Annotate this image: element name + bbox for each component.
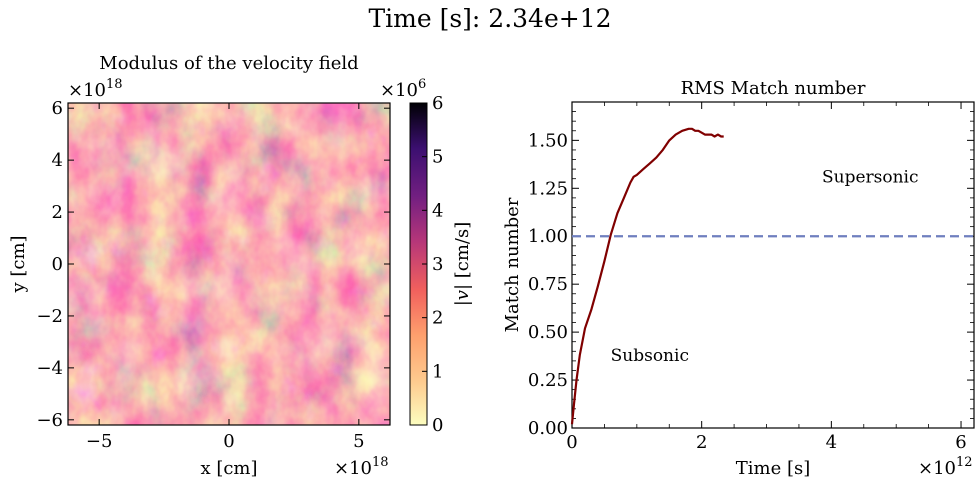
chart-x-tick-label: 6	[955, 432, 966, 453]
field-x-label: x [cm]	[200, 458, 257, 479]
field-y-offset-base: ×10	[68, 80, 106, 101]
chart-x-tick-label: 0	[566, 432, 577, 453]
chart-axes-frame	[571, 101, 975, 429]
chart-y-tick-label: 1.00	[528, 226, 568, 247]
field-y-label: y [cm]	[8, 235, 29, 293]
colorbar-offset: ×106	[380, 77, 426, 101]
field-x-tick-label: 0	[223, 431, 234, 452]
chart-y-tick-label: 0.25	[528, 370, 568, 391]
field-y-tick-label: 6	[52, 98, 63, 119]
colorbar-tick-label: 5	[432, 147, 443, 168]
chart-x-tick-label: 2	[696, 432, 707, 453]
field-y-tick-label: −2	[36, 306, 63, 327]
field-x-offset: ×1018	[334, 455, 389, 479]
colorbar-offset-exp: 6	[418, 77, 426, 92]
field-y-tick-label: 2	[52, 202, 63, 223]
chart-x-offset: ×1012	[918, 455, 973, 479]
colorbar-tick-label: 1	[432, 361, 443, 382]
field-y-ticks: −6 −4 −2 0 2 4 6	[36, 98, 390, 431]
chart-y-tick-label: 1.50	[528, 130, 568, 151]
colorbar-tick-label: 0	[432, 415, 443, 436]
colorbar-tick-label: 4	[432, 200, 443, 221]
field-x-offset-base: ×10	[334, 458, 372, 479]
field-y-tick-label: 4	[52, 150, 63, 171]
colorbar-label-symbol: v	[452, 290, 473, 300]
chart-y-tick-label: 0.50	[528, 322, 568, 343]
chart-y-tick-label: 0.00	[528, 418, 568, 439]
colorbar-ticks: 0 1 2 3 4 5 6	[422, 93, 443, 436]
chart-x-offset-base: ×10	[918, 458, 956, 479]
figure-title: Time [s]: 2.34e+12	[368, 4, 611, 33]
colorbar-label-suffix: | [cm/s]	[452, 222, 473, 290]
chart-x-tick-label: 4	[826, 432, 837, 453]
field-panel-title: Modulus of the velocity field	[99, 53, 358, 74]
colorbar-tick-label: 2	[432, 308, 443, 329]
field-x-ticks: −5 0 5	[86, 103, 365, 452]
field-y-tick-label: −6	[36, 410, 63, 431]
field-y-tick-label: 0	[52, 254, 63, 275]
chart-annotations: Supersonic Subsonic	[611, 168, 919, 366]
chart-x-label: Time [s]	[736, 458, 811, 479]
chart-y-tick-label: 1.25	[528, 178, 568, 199]
colorbar-label-prefix: |	[452, 300, 473, 306]
chart-y-label: Match number	[502, 197, 523, 332]
colorbar-label: |v| [cm/s]	[452, 222, 473, 307]
field-panel: Modulus of the velocity field −5 0 5 −6−4−…	[8, 53, 391, 479]
mach-series-line	[570, 127, 724, 425]
velocity-field-image	[68, 103, 390, 425]
field-x-tick-label: −5	[86, 431, 113, 452]
colorbar-tick-label: 3	[432, 254, 443, 275]
field-x-offset-exp: 18	[372, 455, 389, 470]
chart-x-ticks: 0 2 4 6	[566, 102, 967, 453]
chart-y-ticks: 0.00 0.25 0.50 0.75 1.00 1.25 1.50	[528, 111, 974, 439]
mach-panel: RMS Match number 0 2 4 6 0.00 0.25 0.50 0.75 1.…	[502, 78, 975, 479]
field-x-tick-label: 5	[353, 431, 364, 452]
field-y-offset: ×1018	[68, 77, 123, 101]
chart-title: RMS Match number	[681, 78, 866, 99]
field-y-tick-label: −4	[36, 358, 63, 379]
colorbar-offset-base: ×10	[380, 80, 418, 101]
colorbar-tick-label: 6	[432, 93, 443, 114]
chart-annotation: Subsonic	[611, 346, 689, 366]
chart-annotation: Supersonic	[822, 168, 919, 188]
chart-x-offset-exp: 12	[956, 455, 973, 470]
chart-y-tick-label: 0.75	[528, 274, 568, 295]
field-y-offset-exp: 18	[106, 77, 123, 92]
